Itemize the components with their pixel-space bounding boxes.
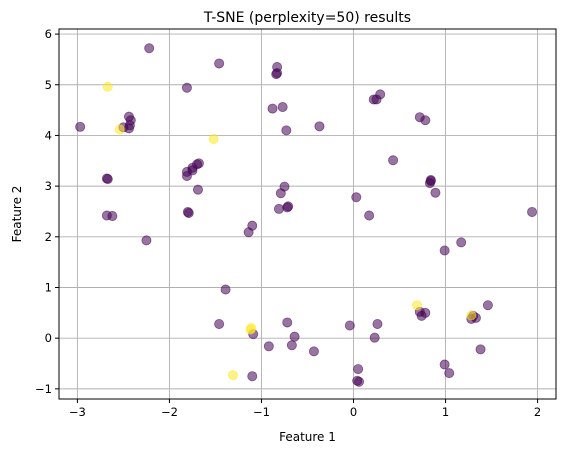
data-point [344,320,355,331]
axis-ticks: −3 −2 −1 0 1 2 −1 0 1 2 3 4 5 6 [35,27,541,419]
data-points [75,43,538,387]
grid-lines [59,29,556,399]
y-tick-label: 0 [45,331,52,345]
data-point [245,324,256,335]
data-point [214,318,225,329]
data-point [475,344,486,355]
data-point [181,170,192,181]
data-point [425,176,436,187]
data-point [416,310,427,321]
data-point [412,300,423,311]
y-axis-label: Feature 2 [10,186,24,243]
data-point [247,371,258,382]
data-point [208,133,219,144]
data-point [314,121,325,132]
chart-title: T-SNE (perplexity=50) results [203,10,411,26]
y-tick-label: 6 [45,27,52,41]
data-point [372,318,383,329]
data-point [75,121,86,132]
data-point [371,94,382,105]
data-point [102,81,113,92]
data-point [275,188,286,199]
y-tick-label: 2 [45,230,52,244]
data-point [388,155,399,166]
data-point [439,359,450,370]
data-point [466,310,477,321]
data-point [281,125,292,136]
y-tick-label: 5 [45,78,52,92]
data-point [456,237,467,248]
data-point [263,341,274,352]
data-point [420,115,431,126]
x-tick-label: −1 [253,405,270,419]
x-tick-label: 0 [350,405,357,419]
x-tick-label: −3 [69,405,86,419]
x-tick-label: −2 [161,405,178,419]
data-point [308,346,319,357]
y-tick-label: 1 [45,280,52,294]
y-tick-label: 3 [45,179,52,193]
data-point [271,69,282,80]
data-point [289,331,300,342]
plot-frame [58,28,557,400]
data-point [227,370,238,381]
data-point [183,207,194,218]
data-point [444,368,455,379]
data-point [282,202,293,213]
y-tick-label: 4 [45,128,52,142]
x-tick-label: 1 [442,405,449,419]
data-point [102,174,113,185]
data-point [527,206,538,217]
data-point [141,235,152,246]
data-point [277,102,288,113]
data-point [192,184,203,195]
y-tick-label: −1 [35,382,52,396]
data-point [107,211,118,222]
data-point [364,210,375,221]
data-point [482,300,493,311]
data-point [243,227,254,238]
data-point [273,203,284,214]
data-point [267,103,278,114]
data-point [439,245,450,256]
data-point [354,376,365,387]
data-point [286,340,297,351]
data-point [430,187,441,198]
data-point [214,58,225,69]
data-point [144,43,155,54]
data-point [220,284,231,295]
data-point [369,332,380,343]
data-point [353,364,364,375]
data-point [351,192,362,203]
data-point [181,82,192,93]
x-axis-label: Feature 1 [279,430,336,444]
data-point [282,317,293,328]
x-tick-label: 2 [534,405,541,419]
data-point [114,124,125,135]
